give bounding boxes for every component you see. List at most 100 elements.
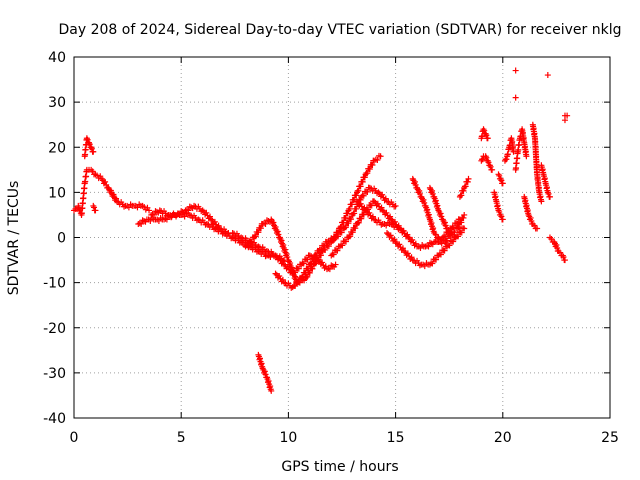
data-point (346, 205, 353, 212)
data-point (151, 211, 158, 218)
data-point (396, 241, 403, 248)
data-point (110, 191, 117, 198)
data-point (392, 202, 399, 209)
data-point (348, 216, 355, 223)
data-point (378, 204, 385, 211)
data-point (391, 236, 398, 243)
data-point (411, 178, 418, 185)
chart-title: Day 208 of 2024, Sidereal Day-to-day VTE… (59, 22, 622, 38)
data-point (374, 200, 381, 207)
data-point (498, 213, 505, 220)
data-point (102, 178, 109, 185)
data-point (387, 213, 394, 220)
data-point (88, 145, 95, 152)
data-point (412, 240, 419, 247)
data-point (335, 233, 342, 240)
y-tick-label: -40 (43, 411, 66, 427)
data-point (405, 234, 412, 241)
data-point (366, 166, 373, 173)
data-point (400, 227, 407, 234)
data-point (353, 192, 360, 199)
data-point (206, 213, 213, 220)
data-point (461, 225, 468, 232)
data-point (248, 238, 255, 245)
data-point (379, 191, 386, 198)
data-point (349, 201, 356, 208)
data-point (546, 193, 553, 200)
data-point (211, 218, 218, 225)
y-tick-label: -10 (43, 276, 66, 292)
data-point (92, 207, 99, 214)
data-point (342, 238, 349, 245)
data-point (489, 166, 496, 173)
data-point (215, 222, 222, 229)
data-point (484, 135, 491, 142)
data-point (399, 245, 406, 252)
data-point (458, 219, 465, 226)
data-point (300, 260, 307, 267)
data-point (299, 273, 306, 280)
data-point (461, 211, 468, 218)
data-point (255, 229, 262, 236)
data-point (553, 242, 560, 249)
data-point (444, 237, 451, 244)
data-point (396, 225, 403, 232)
data-point (330, 251, 337, 258)
data-point (450, 238, 457, 245)
data-point (321, 243, 328, 250)
data-point (377, 153, 384, 160)
data-point (185, 207, 192, 214)
data-point (257, 225, 264, 232)
data-point (442, 222, 449, 229)
data-point (359, 178, 366, 185)
data-point (313, 252, 320, 259)
data-point (556, 249, 563, 256)
data-point (487, 163, 494, 170)
x-tick-labels: 0 5 10 15 20 25 (70, 430, 619, 446)
data-point (274, 228, 281, 235)
data-point (464, 178, 471, 185)
data-point (203, 209, 210, 216)
data-point (351, 210, 358, 217)
data-point (275, 231, 282, 238)
data-point (408, 254, 415, 261)
data-point (544, 72, 551, 79)
data-point (355, 187, 362, 194)
data-point (199, 207, 206, 214)
data-point (292, 283, 299, 290)
y-tick-label: 20 (48, 140, 66, 156)
data-point (465, 175, 472, 182)
data-point (272, 270, 279, 277)
data-point (168, 213, 175, 220)
data-point (354, 198, 361, 205)
data-point (460, 214, 467, 221)
data-point (456, 223, 463, 230)
data-point (261, 368, 268, 375)
data-point (270, 219, 277, 226)
data-point (272, 252, 279, 259)
data-point (134, 204, 141, 211)
data-point (369, 161, 376, 168)
data-point (383, 209, 390, 216)
data-point (531, 222, 538, 229)
data-point (425, 243, 432, 250)
data-point (353, 205, 360, 212)
data-point (357, 200, 364, 207)
data-point (302, 269, 309, 276)
data-point (89, 168, 96, 175)
data-point (342, 214, 349, 221)
y-tick-label: -20 (43, 321, 66, 337)
data-point (437, 210, 444, 217)
data-point (352, 225, 359, 232)
data-point (91, 204, 98, 211)
data-point (452, 234, 459, 241)
data-point (392, 239, 399, 246)
data-point (534, 225, 541, 232)
data-point (113, 195, 120, 202)
data-point (458, 229, 465, 236)
x-tick-label: 0 (70, 430, 79, 446)
data-point (527, 214, 534, 221)
data-point (451, 229, 458, 236)
data-point (481, 127, 488, 134)
data-point (375, 189, 382, 196)
